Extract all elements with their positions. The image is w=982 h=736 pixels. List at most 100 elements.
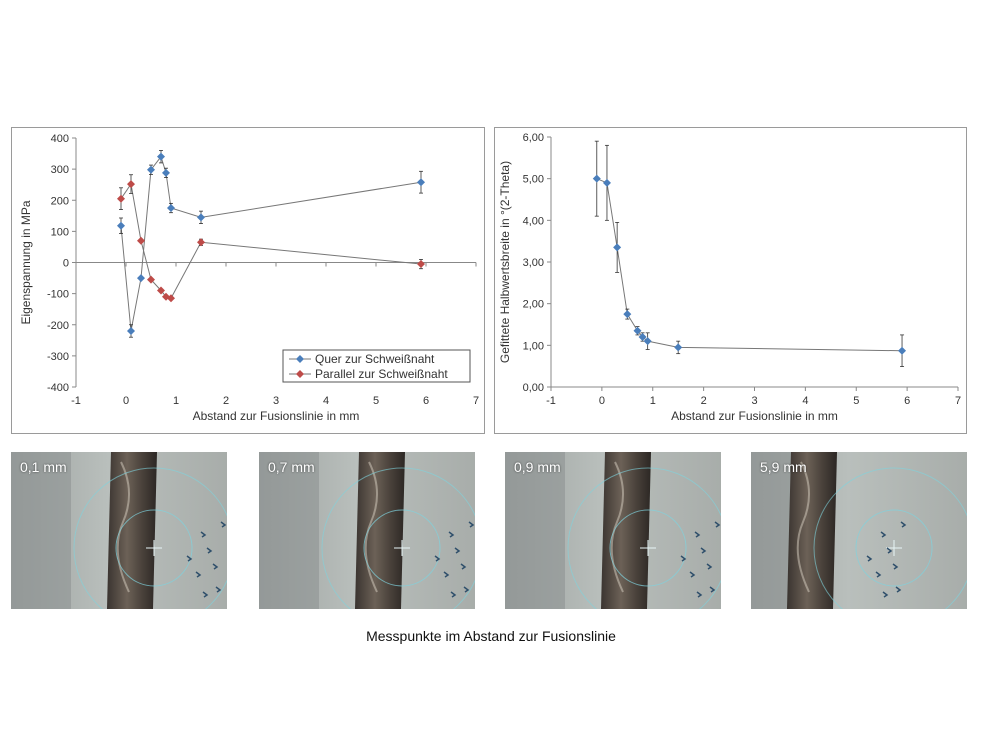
surface-speck (875, 571, 882, 578)
photo-measurement-point-4: 5,9 mm (751, 452, 967, 609)
photo-label: 0,7 mm (268, 459, 315, 475)
figure-caption: Messpunkte im Abstand zur Fusionslinie (366, 628, 616, 644)
surface-speck (706, 563, 713, 570)
surface-speck (212, 563, 219, 570)
series-line (120, 155, 422, 332)
measurement-circle-inner (363, 509, 441, 587)
data-point (638, 333, 647, 341)
x-tick-label: 7 (473, 395, 479, 407)
surface-speck (696, 591, 703, 598)
surface-speck (186, 555, 193, 562)
photo-shadow-area (259, 452, 319, 609)
data-point (898, 346, 907, 355)
data-point (147, 165, 155, 174)
data-point (117, 194, 125, 203)
surface-speck (206, 547, 213, 554)
surface-speck (900, 521, 907, 528)
y-tick-label: 5,00 (523, 174, 544, 186)
x-tick-label: 2 (223, 395, 229, 407)
data-point (417, 178, 425, 187)
measurement-circle-outer (567, 467, 721, 609)
legend-entry: Quer zur Schweißnaht (315, 352, 435, 366)
surface-speck (463, 586, 470, 593)
series-line (596, 178, 903, 352)
y-axis-label: Gefittete Halbwertsbreite in °(2-Theta) (498, 161, 512, 363)
surface-speck (689, 571, 696, 578)
data-point (137, 236, 145, 245)
weld-highlight (610, 461, 625, 593)
y-tick-label: 1,00 (523, 340, 544, 352)
surface-speck (714, 521, 721, 528)
y-tick-label: 0 (63, 258, 69, 270)
x-tick-label: -1 (546, 395, 556, 407)
surface-speck (700, 547, 707, 554)
data-point (167, 294, 175, 303)
surface-speck (709, 586, 716, 593)
measurement-circle-inner (609, 509, 687, 587)
surface-speck (460, 563, 467, 570)
data-point (674, 343, 683, 352)
weld-highlight (796, 461, 811, 593)
data-point (613, 243, 622, 252)
y-tick-label: 400 (51, 133, 69, 145)
data-point (602, 178, 611, 187)
y-tick-label: -100 (47, 289, 69, 301)
y-tick-label: 100 (51, 226, 69, 238)
surface-speck (694, 531, 701, 538)
surface-speck (443, 571, 450, 578)
x-tick-label: 3 (751, 395, 757, 407)
measurement-circle-inner (115, 509, 193, 587)
x-tick-label: 1 (650, 395, 656, 407)
data-point (197, 238, 205, 247)
surface-speck (448, 531, 455, 538)
y-tick-label: 4,00 (523, 215, 544, 227)
surface-speck (200, 531, 207, 538)
x-axis-label: Abstand zur Fusionslinie in mm (193, 409, 360, 423)
y-tick-label: 3,00 (523, 257, 544, 269)
surface-speck (882, 591, 889, 598)
x-tick-label: 5 (853, 395, 859, 407)
measurement-circle-outer (321, 467, 475, 609)
data-point (197, 213, 205, 222)
surface-speck (220, 521, 227, 528)
data-point (117, 221, 125, 230)
photo-label: 0,1 mm (20, 459, 67, 475)
y-tick-label: 300 (51, 164, 69, 176)
surface-speck (680, 555, 687, 562)
photo-measurement-point-3: 0,9 mm (505, 452, 721, 609)
weld-micrograph-image (259, 452, 475, 609)
x-tick-label: 0 (123, 395, 129, 407)
surface-speck (215, 586, 222, 593)
surface-speck (468, 521, 475, 528)
surface-speck (866, 555, 873, 562)
data-point (137, 274, 145, 283)
x-tick-label: 7 (955, 395, 961, 407)
data-point (623, 310, 632, 319)
x-tick-label: 4 (802, 395, 808, 407)
data-point (633, 326, 642, 335)
surface-speck (450, 591, 457, 598)
x-axis-label: Abstand zur Fusionslinie in mm (671, 409, 838, 423)
surface-speck (195, 571, 202, 578)
weld-seam (355, 452, 405, 609)
data-point (167, 204, 175, 213)
y-tick-label: 2,00 (523, 299, 544, 311)
weld-micrograph-image (505, 452, 721, 609)
data-point (157, 286, 165, 295)
legend-frame (282, 349, 471, 383)
data-point (147, 275, 155, 284)
x-tick-label: 0 (599, 395, 605, 407)
photo-shadow-area (11, 452, 71, 609)
y-tick-label: 0,00 (523, 382, 544, 394)
weld-highlight (364, 461, 379, 593)
weld-seam (107, 452, 157, 609)
weld-seam (601, 452, 651, 609)
data-point (127, 326, 135, 335)
x-tick-label: 2 (701, 395, 707, 407)
data-point (157, 152, 165, 161)
surface-speck (434, 555, 441, 562)
measurement-circle-outer (73, 467, 227, 609)
photo-measurement-point-1: 0,1 mm (11, 452, 227, 609)
y-tick-label: -200 (47, 320, 69, 332)
